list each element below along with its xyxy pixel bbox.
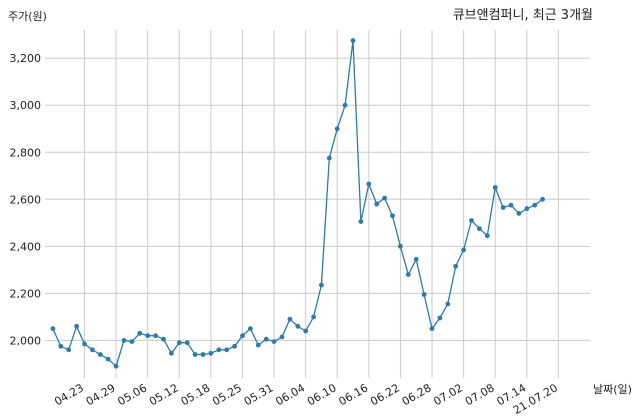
x-tick-label: 07.08	[463, 381, 497, 408]
data-point	[405, 272, 411, 277]
x-tick-label: 06.22	[368, 381, 402, 408]
data-point	[208, 350, 214, 356]
data-point	[200, 352, 206, 357]
data-point	[169, 350, 174, 356]
data-point	[50, 326, 56, 331]
data-point	[429, 326, 435, 331]
x-tick-label: 04.29	[84, 381, 118, 408]
data-point	[184, 340, 190, 346]
x-tick-label: 05.06	[115, 381, 149, 408]
data-point	[311, 314, 316, 320]
data-point	[461, 247, 466, 253]
data-point	[421, 292, 427, 297]
data-point	[271, 339, 277, 344]
data-point	[113, 363, 119, 369]
data-point	[445, 301, 451, 307]
y-axis-label: 주가(원)	[8, 10, 47, 23]
data-point	[334, 126, 340, 132]
x-tick-label: 05.31	[242, 381, 276, 408]
data-point	[453, 263, 459, 269]
data-point	[398, 243, 403, 249]
data-point	[374, 201, 380, 207]
data-point	[508, 202, 514, 208]
x-tick-label: 06.28	[400, 381, 434, 408]
x-axis-label: 날짜(일)	[593, 382, 632, 396]
data-point	[263, 336, 269, 342]
data-point	[326, 155, 332, 161]
y-tick-label: 2,000	[10, 334, 42, 347]
data-point	[97, 352, 103, 357]
y-tick-label: 2,600	[10, 193, 42, 206]
data-point	[350, 38, 356, 43]
data-point	[90, 347, 95, 353]
data-point	[129, 339, 135, 344]
x-tick-label: 05.12	[147, 381, 181, 408]
x-tick-label: 06.16	[337, 381, 371, 408]
data-point	[382, 195, 387, 201]
x-axis-tick-labels: 04.2304.2905.0605.1205.1805.2505.3106.04…	[52, 381, 560, 417]
data-point	[437, 315, 443, 321]
y-tick-label: 2,800	[10, 146, 42, 159]
data-point	[137, 330, 143, 336]
data-point	[240, 333, 245, 339]
data-point	[58, 343, 64, 349]
x-tick-label: 04.23	[52, 381, 86, 408]
price-series-line	[52, 40, 543, 368]
data-point	[532, 202, 538, 208]
data-point	[477, 226, 482, 232]
data-point	[145, 333, 151, 339]
data-point	[224, 347, 230, 353]
data-point	[492, 185, 498, 190]
data-point	[524, 206, 530, 212]
data-point	[319, 282, 324, 288]
data-point	[295, 323, 301, 329]
x-tick-label: 05.25	[210, 381, 244, 408]
y-tick-label: 2,200	[10, 287, 42, 300]
y-tick-label: 3,200	[10, 52, 42, 65]
data-point	[540, 196, 545, 202]
data-point	[287, 316, 293, 322]
data-point	[105, 356, 111, 362]
data-point	[358, 219, 364, 225]
data-point	[216, 347, 222, 353]
data-point	[366, 181, 372, 187]
data-point	[74, 323, 79, 329]
data-point	[279, 334, 285, 340]
data-point	[153, 333, 159, 339]
data-point	[413, 256, 419, 262]
y-tick-label: 3,000	[10, 99, 42, 112]
x-tick-label: 05.18	[179, 381, 213, 408]
data-point	[500, 205, 506, 210]
y-tick-label: 2,400	[10, 240, 42, 253]
grid-lines	[45, 30, 590, 378]
x-tick-label: 06.04	[273, 381, 307, 408]
data-point	[303, 328, 309, 334]
data-point	[390, 213, 395, 219]
data-point	[248, 326, 253, 331]
data-point	[342, 102, 348, 108]
data-point	[232, 343, 238, 349]
data-point	[469, 218, 474, 223]
x-tick-label: 06.10	[305, 381, 339, 408]
data-point	[192, 352, 198, 357]
x-tick-label: 07.02	[431, 381, 465, 408]
data-point	[516, 211, 522, 216]
data-point	[176, 340, 182, 346]
data-point	[121, 338, 127, 343]
data-point	[484, 233, 490, 239]
chart-title: 큐브앤컴퍼니, 최근 3개월	[453, 8, 593, 23]
data-point	[255, 342, 261, 348]
price-data-points	[50, 38, 545, 369]
y-axis-tick-labels: 2,000 2,200 2,400 2,600 2,800 3,000 3,200	[10, 52, 42, 347]
data-point	[82, 341, 87, 347]
data-point	[161, 336, 166, 342]
data-point	[66, 347, 72, 353]
